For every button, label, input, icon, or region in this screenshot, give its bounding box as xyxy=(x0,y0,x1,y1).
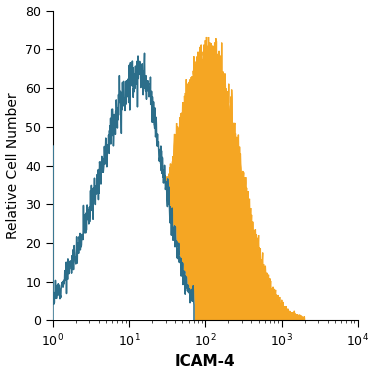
Y-axis label: Relative Cell Number: Relative Cell Number xyxy=(6,92,20,239)
X-axis label: ICAM-4: ICAM-4 xyxy=(175,354,236,369)
Polygon shape xyxy=(129,37,304,321)
Polygon shape xyxy=(53,53,194,321)
